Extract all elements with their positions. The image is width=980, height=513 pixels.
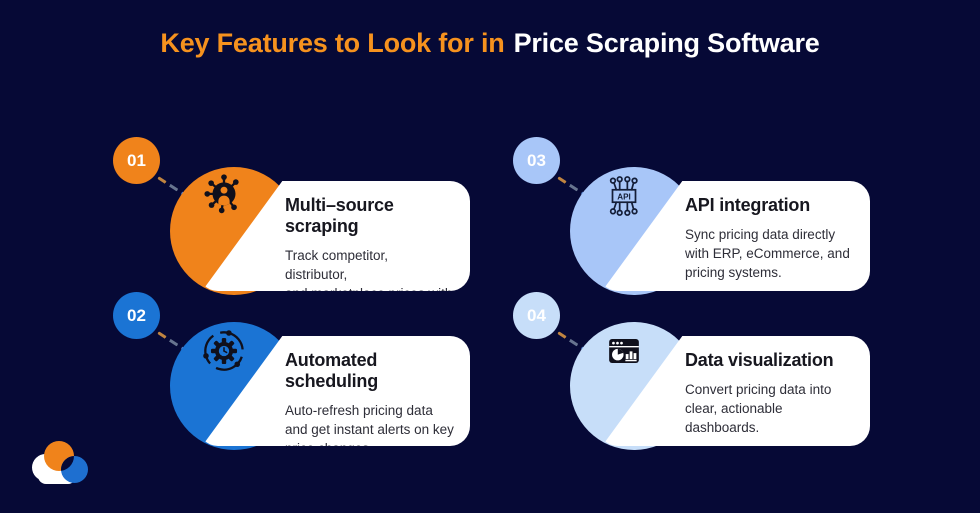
step-number: 03 (527, 150, 546, 170)
brand-cloud-logo (30, 441, 92, 487)
feature-title: Automated scheduling (285, 350, 379, 391)
gear-clock-icon (203, 330, 244, 371)
feature-description: Auto-refresh pricing data and get instan… (285, 403, 454, 457)
network-icon (204, 174, 239, 214)
step-number-badge: 04 (513, 292, 560, 339)
feature-data-visualization: 04 Data visualization Convert pricing da… (513, 292, 870, 450)
feature-api-integration: 03 API integration Sync pricing data dir… (513, 137, 870, 295)
page-title-highlight: Key Features to Look for in (160, 28, 505, 58)
feature-title: Multi–source scraping (285, 195, 394, 236)
step-number: 02 (127, 305, 146, 325)
page-title-rest: Price Scraping Software (513, 28, 820, 58)
step-number-badge: 03 (513, 137, 560, 184)
page-title: Key Features to Look for in Price Scrapin… (0, 28, 980, 59)
feature-multi-source-scraping: 01 Multi–source scraping Track competito… (113, 137, 470, 295)
feature-description: Sync pricing data directly with ERP, eCo… (685, 227, 850, 281)
feature-automated-scheduling: 02 Automated scheduling Auto-refresh pri… (113, 292, 470, 450)
step-number: 04 (527, 305, 546, 325)
step-number-badge: 02 (113, 292, 160, 339)
step-number: 01 (127, 150, 146, 170)
dashboard-icon (609, 339, 639, 363)
svg-text:API: API (617, 192, 631, 201)
api-icon: API (609, 176, 638, 216)
feature-title: Data visualization (685, 350, 834, 370)
feature-description: Track competitor, distributor, and marke… (285, 248, 453, 321)
feature-description: Convert pricing data into clear, actiona… (685, 382, 832, 436)
feature-title: API integration (685, 195, 811, 215)
step-number-badge: 01 (113, 137, 160, 184)
